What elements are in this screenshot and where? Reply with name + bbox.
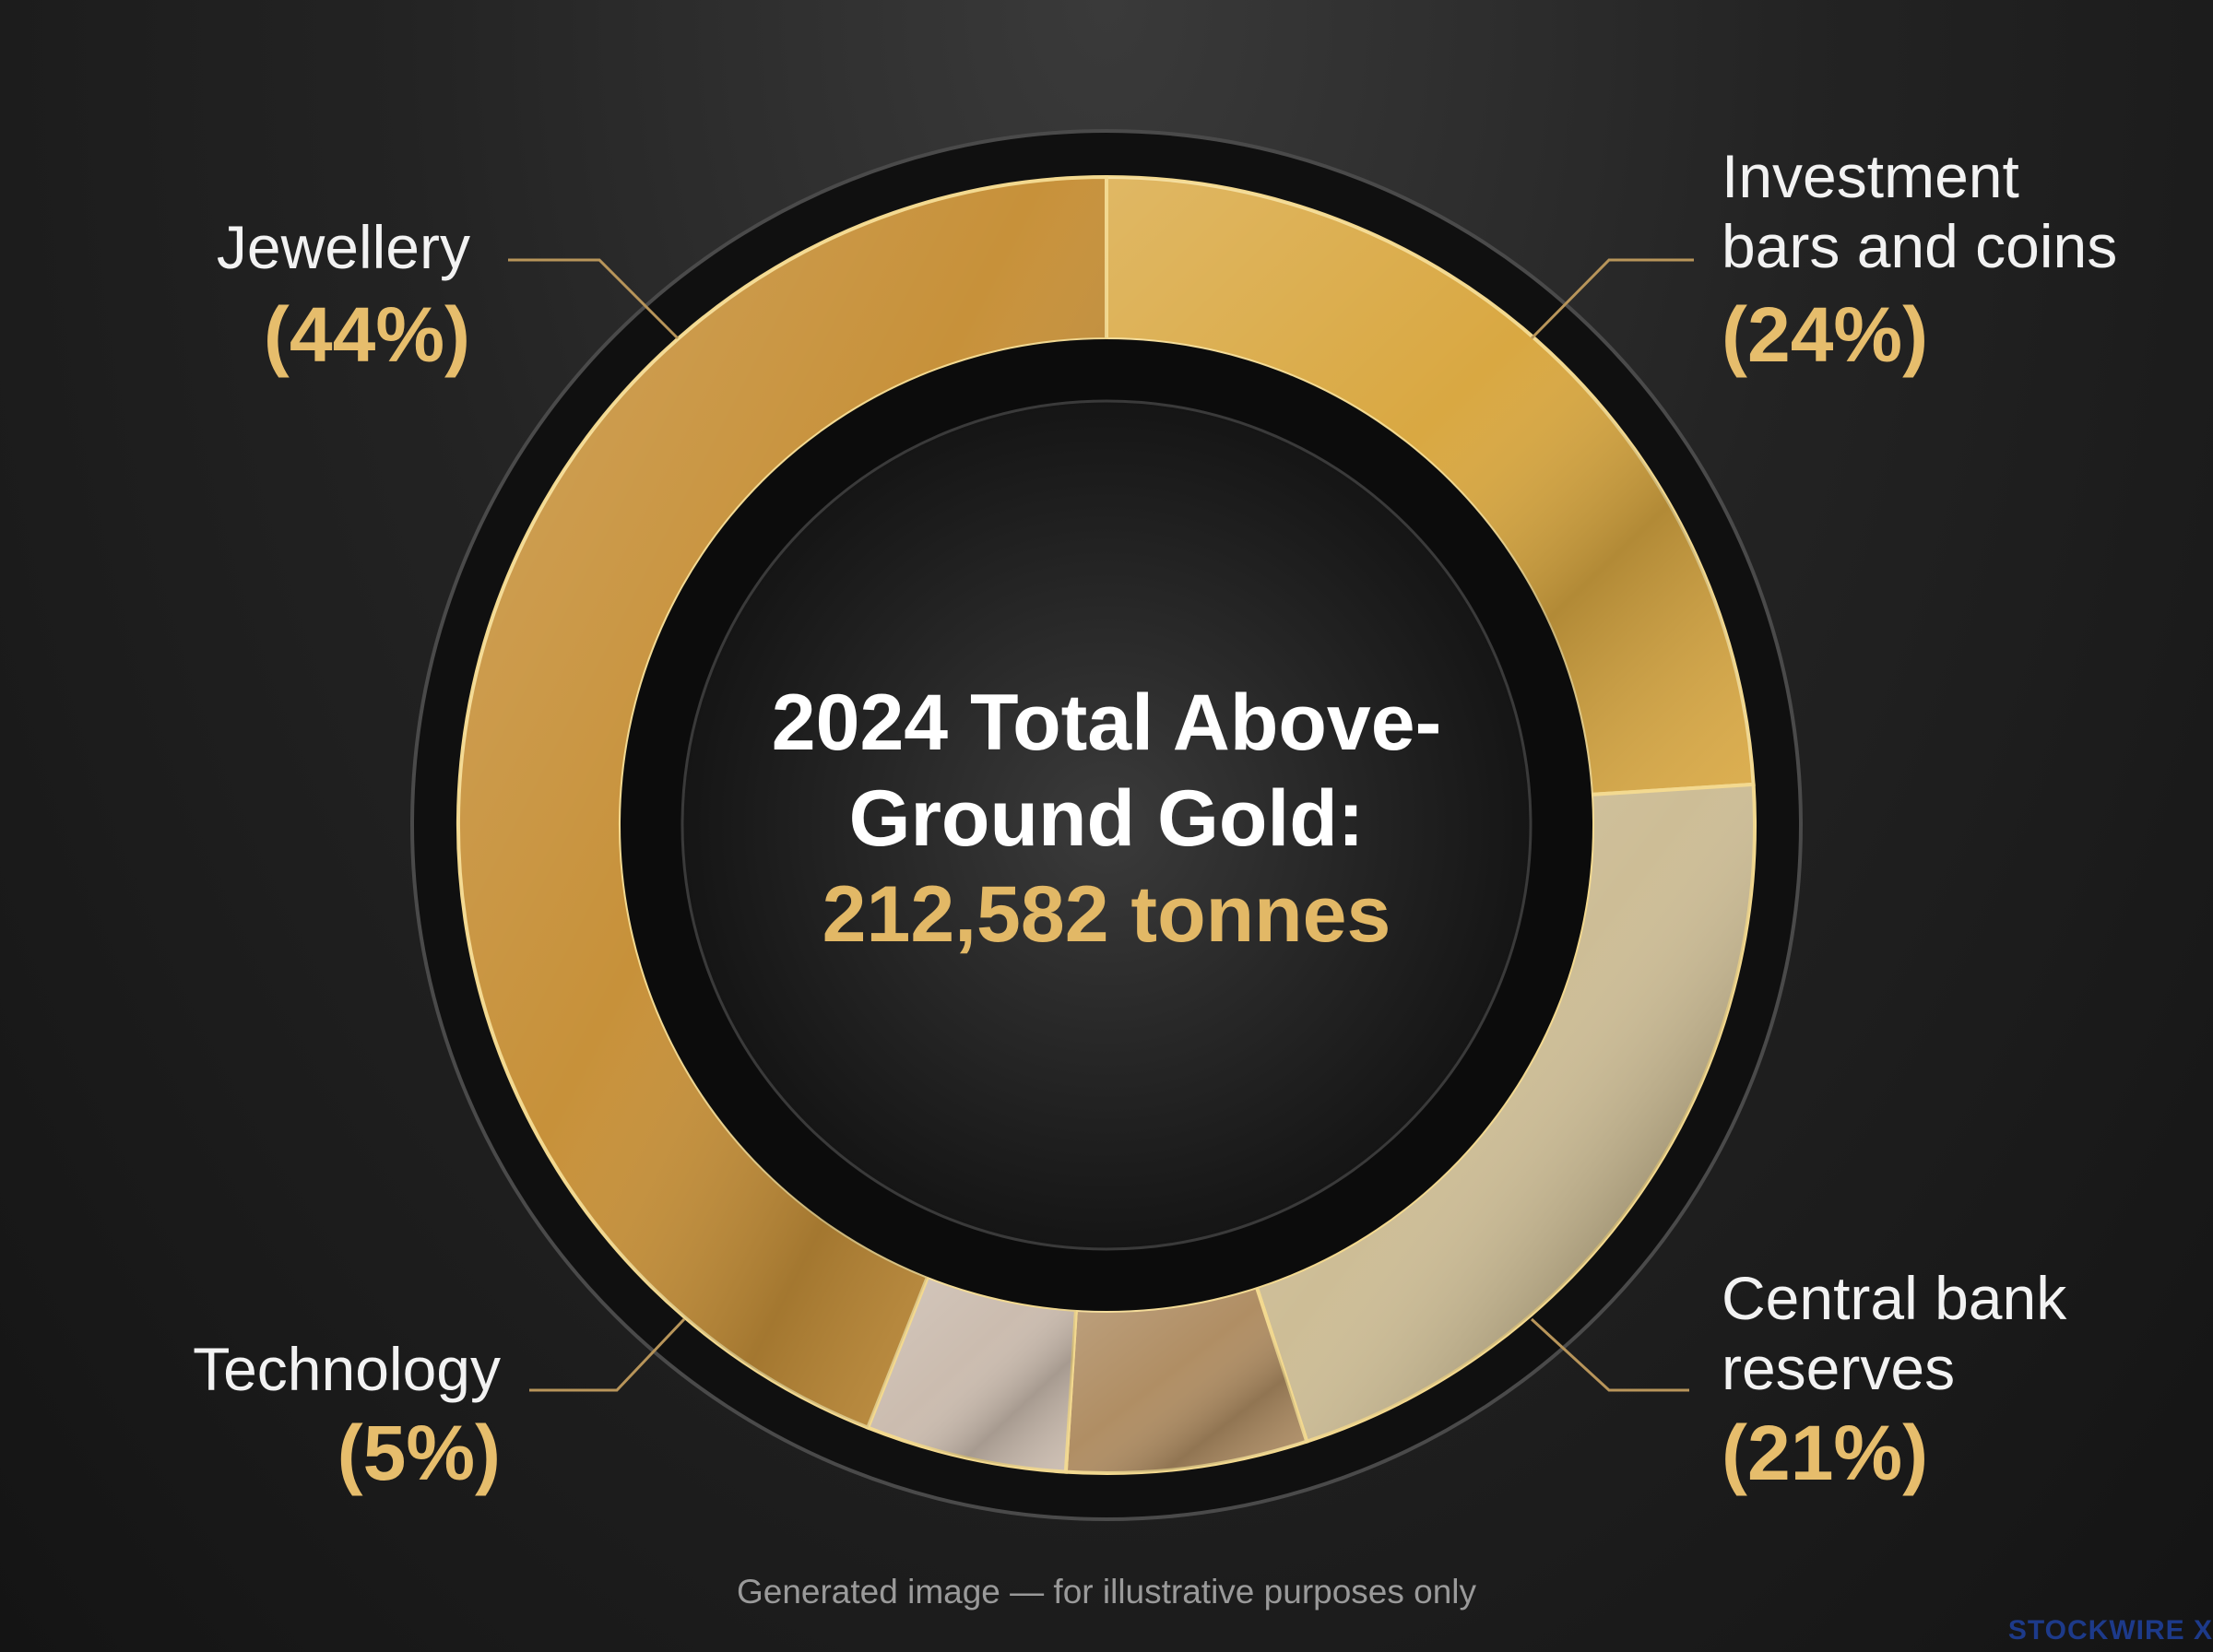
leader-lines (508, 258, 1694, 1392)
category-label: Jewellery (216, 213, 470, 281)
value-label: (44%) (263, 291, 470, 378)
center-label: 2024 Total Above-Ground Gold: 212,582 to… (692, 675, 1521, 962)
category-label: Technology (193, 1335, 501, 1403)
center-disc (680, 399, 1533, 1251)
leader-line (529, 1317, 686, 1392)
value-label: (21%) (1722, 1410, 1929, 1496)
watermark: STOCKWIRE X (2007, 1615, 2213, 1646)
leader-line (508, 258, 680, 340)
center-value: 212,582 tonnes (822, 870, 1391, 959)
footnote: Generated image — for illustrative purpo… (736, 1573, 1477, 1611)
leader-line (1530, 258, 1694, 340)
leader-line (1530, 1317, 1689, 1392)
center-title: 2024 Total Above-Ground Gold: (771, 678, 1442, 863)
value-label: (5%) (337, 1410, 501, 1496)
category-label: Investment bars and coins (1722, 142, 2118, 280)
category-label: Central bank reserves (1722, 1264, 2067, 1402)
value-label: (24%) (1722, 291, 1929, 378)
